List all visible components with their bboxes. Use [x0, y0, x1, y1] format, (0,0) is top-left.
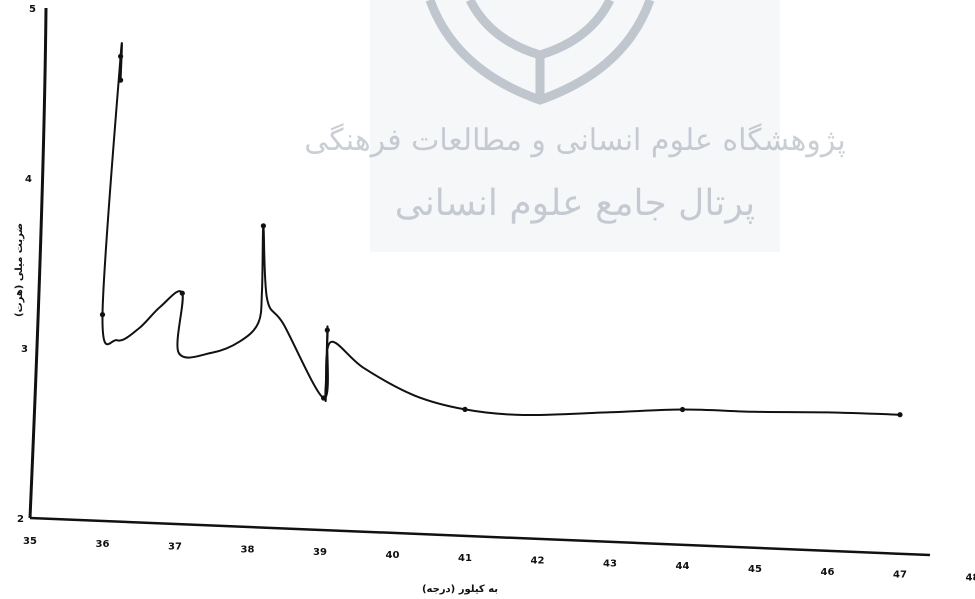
x-tick-label: 40	[386, 550, 400, 561]
y-axis-line	[28, 7, 48, 519]
data-point	[679, 406, 686, 413]
x-tick-label: 36	[96, 539, 110, 550]
data-point	[99, 312, 106, 318]
series-line	[101, 42, 901, 417]
data-point	[321, 395, 327, 401]
y-tick-label: 2	[17, 514, 24, 525]
x-tick-label: 46	[821, 567, 835, 578]
y-axis-label: ضربت میلی (هرت)	[14, 223, 25, 317]
y-tick-label: 3	[21, 344, 28, 355]
data-point	[897, 412, 903, 418]
y-tick-label: 5	[29, 4, 36, 15]
x-tick-label: 37	[168, 542, 182, 553]
watermark-line-1: پژوهشگاه علوم انسانی و مطالعات فرهنگی	[304, 123, 846, 158]
x-tick-label: 43	[603, 558, 617, 569]
x-axis-label: به کیلور (درجه)	[422, 584, 498, 595]
data-point	[179, 290, 185, 296]
x-tick-label: 41	[458, 553, 472, 564]
series	[101, 42, 901, 417]
data-point	[260, 223, 266, 229]
data-point	[118, 77, 124, 83]
x-axis-line	[29, 516, 931, 557]
axes	[28, 7, 931, 557]
data-point	[324, 327, 330, 333]
x-tick-label: 42	[531, 556, 545, 567]
x-tick-label: 47	[893, 570, 907, 581]
x-tick-label: 45	[748, 564, 762, 575]
x-tick-labels: 35 36 37 38 39 40 41 42 43 44 45 46 47 48	[23, 536, 975, 583]
y-tick-labels: 2 3 4 5	[17, 4, 36, 525]
data-point	[118, 53, 124, 60]
markers	[99, 53, 903, 418]
x-tick-label: 35	[23, 536, 37, 547]
x-tick-label: 39	[313, 547, 327, 558]
y-tick-label: 4	[25, 174, 32, 185]
x-tick-label: 44	[676, 561, 690, 572]
data-point	[462, 406, 468, 412]
x-tick-label: 48	[966, 572, 975, 583]
x-tick-label: 38	[241, 544, 255, 555]
watermark-logo	[425, 0, 655, 105]
watermark-line-2: پرتال جامع علوم انسانی	[395, 183, 755, 224]
watermark: پژوهشگاه علوم انسانی و مطالعات فرهنگی پر…	[304, 0, 846, 252]
